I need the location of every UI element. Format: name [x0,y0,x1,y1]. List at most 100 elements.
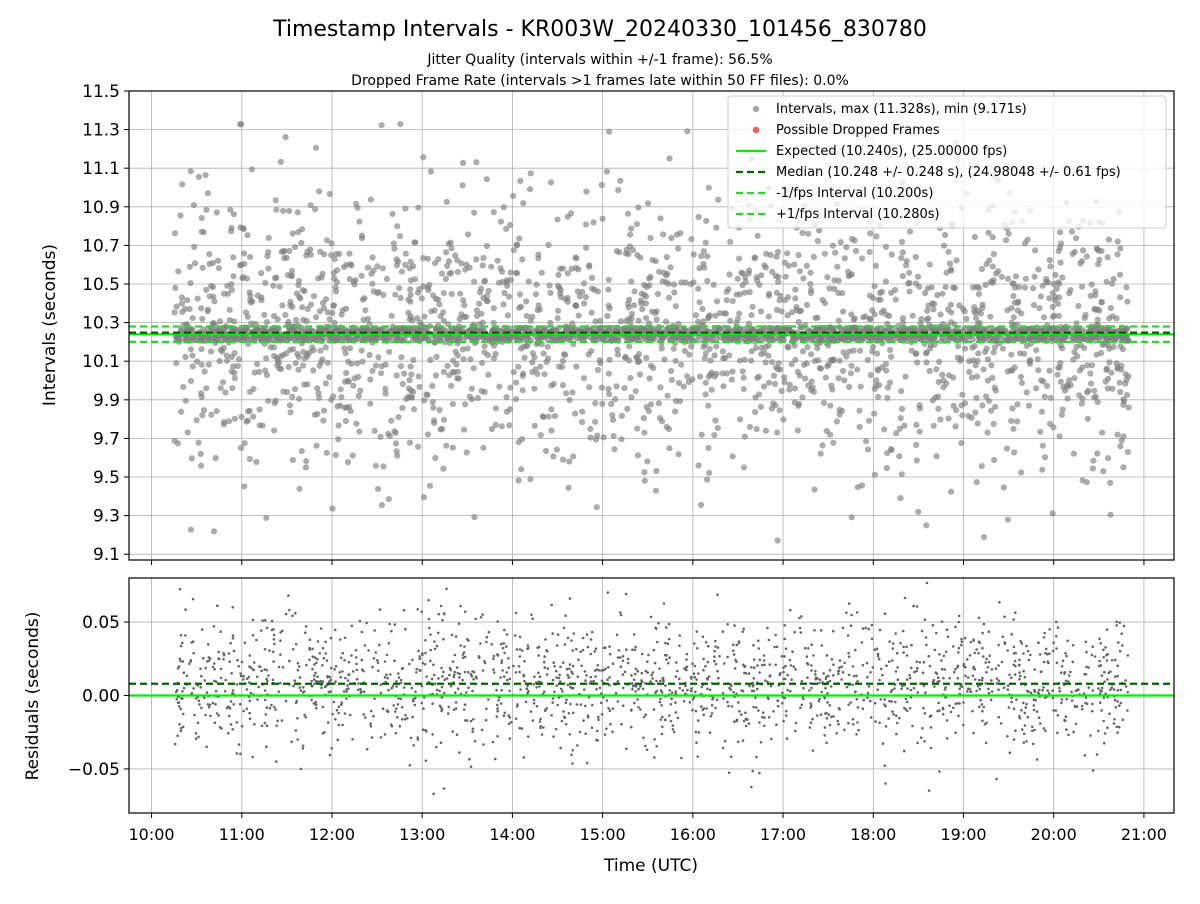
interval-point [397,121,403,127]
interval-point [703,240,709,246]
residual-point [932,624,935,627]
interval-point [867,230,873,236]
interval-point [581,280,587,286]
residual-point [1012,618,1015,621]
interval-point [612,396,618,402]
interval-point [177,212,183,218]
interval-point [1014,418,1020,424]
interval-point [361,295,367,301]
residual-point [942,708,945,711]
interval-point [292,244,298,250]
residual-point [1067,734,1070,737]
residual-point [806,676,809,679]
interval-point [465,231,471,237]
interval-point [830,243,836,249]
interval-point [896,453,902,459]
residuals-points [174,582,1129,795]
residual-point [888,640,891,643]
residual-point [696,630,699,633]
interval-point [1038,293,1044,299]
interval-point [1108,305,1114,311]
interval-point [266,235,272,241]
residual-point [661,733,664,736]
interval-point [1040,443,1046,449]
interval-point [1014,401,1020,407]
residual-point [285,613,288,616]
interval-point [432,260,438,266]
interval-point [391,246,397,252]
interval-point [979,402,985,408]
interval-point [772,381,778,387]
residual-point [330,637,333,640]
residual-point [570,639,573,642]
interval-point [503,394,509,400]
residual-point [888,700,891,703]
residual-point [505,645,508,648]
interval-point [975,350,981,356]
interval-point [1079,258,1085,264]
residual-point [433,674,436,677]
interval-point [327,191,333,197]
interval-point [753,345,759,351]
interval-point [480,445,486,451]
residual-point [769,674,772,677]
residual-point [282,666,285,669]
residual-point [491,643,494,646]
residual-point [653,756,656,759]
interval-point [565,295,571,301]
residual-point [653,708,656,711]
y-tick-label: 9.1 [93,545,120,565]
interval-point [877,297,883,303]
residual-point [464,703,467,706]
interval-point [984,261,990,267]
residual-point [847,703,850,706]
interval-point [430,405,436,411]
interval-point [244,232,250,238]
interval-point [703,380,709,386]
residual-point [323,731,326,734]
interval-point [229,368,235,374]
residual-point [424,729,427,732]
residual-point [622,660,625,663]
interval-point [527,186,533,192]
interval-point [676,451,682,457]
residual-point [421,610,424,613]
residual-point [1075,723,1078,726]
interval-point [885,384,891,390]
interval-point [884,465,890,471]
residual-point [290,741,293,744]
residual-point [1114,699,1117,702]
interval-point [265,266,271,272]
interval-point [532,423,538,429]
interval-point [752,394,758,400]
residual-point [485,641,488,644]
interval-point [727,318,733,324]
interval-point [348,361,354,367]
residual-point [322,706,325,709]
interval-point [1019,380,1025,386]
interval-point [666,426,672,432]
residual-point [635,668,638,671]
interval-point [402,206,408,212]
interval-point [504,283,510,289]
residual-point [482,743,485,746]
interval-point [188,280,194,286]
interval-point [988,408,994,414]
residual-point [896,666,899,669]
interval-point [1009,405,1015,411]
residual-point [695,741,698,744]
interval-point [686,352,692,358]
residual-point [550,604,553,607]
interval-point [597,360,603,366]
residual-point [1056,732,1059,735]
interval-point [308,302,314,308]
interval-point [386,349,392,355]
residual-point [267,674,270,677]
interval-point [296,486,302,492]
residual-point [455,635,458,638]
interval-point [653,468,659,474]
interval-point [1039,409,1045,415]
residual-point [501,659,504,662]
residual-point [713,660,716,663]
residual-point [465,691,468,694]
